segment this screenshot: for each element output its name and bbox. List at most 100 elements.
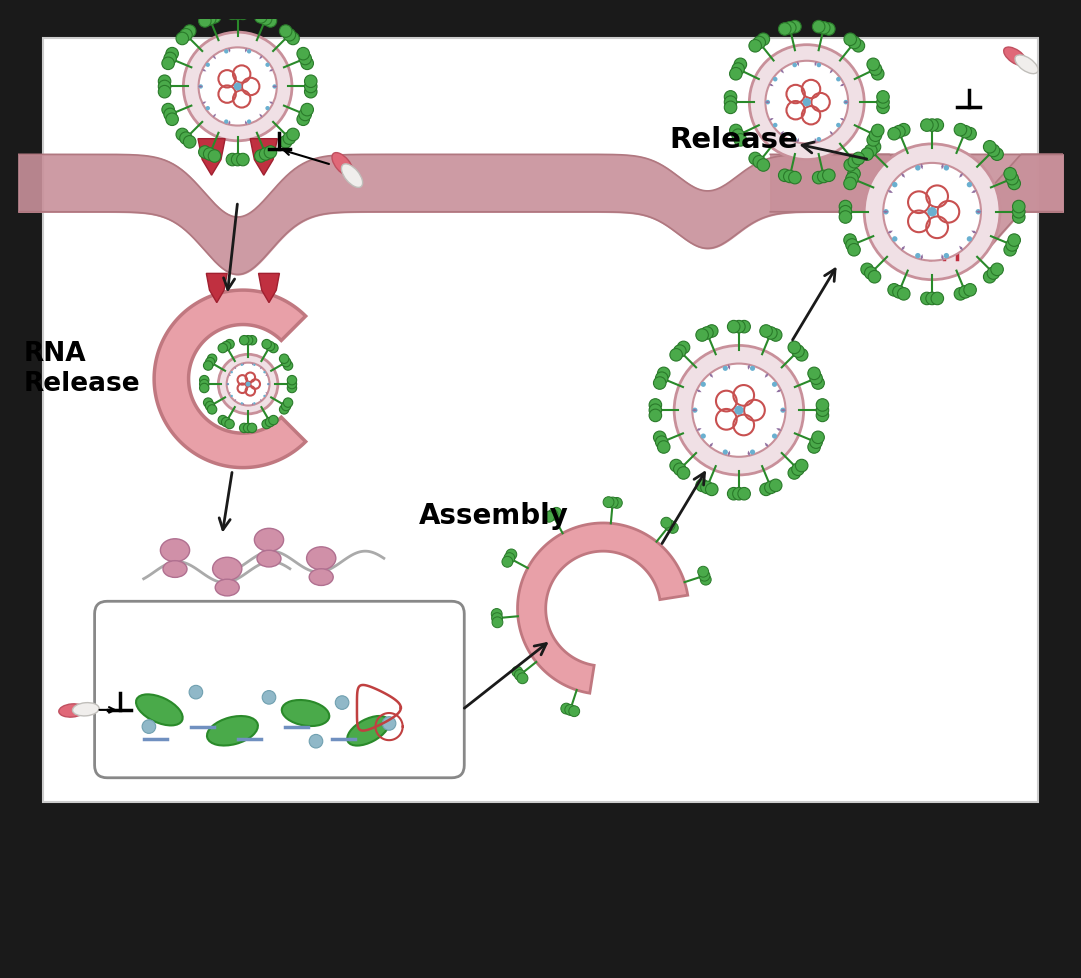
Circle shape: [203, 362, 213, 371]
Circle shape: [248, 336, 256, 345]
Circle shape: [796, 460, 808, 472]
Circle shape: [218, 344, 227, 353]
Circle shape: [224, 120, 228, 124]
Circle shape: [984, 142, 996, 154]
Circle shape: [696, 479, 708, 492]
Circle shape: [892, 237, 897, 243]
Circle shape: [176, 33, 188, 46]
Circle shape: [792, 138, 797, 143]
Polygon shape: [696, 428, 702, 431]
Circle shape: [700, 382, 706, 387]
Circle shape: [179, 29, 192, 42]
Circle shape: [218, 355, 278, 415]
Circle shape: [808, 441, 820, 454]
Polygon shape: [748, 451, 750, 457]
Circle shape: [964, 128, 976, 141]
Circle shape: [246, 50, 251, 55]
Circle shape: [792, 64, 797, 68]
Circle shape: [283, 133, 295, 146]
Circle shape: [724, 97, 737, 110]
Circle shape: [852, 40, 865, 53]
Circle shape: [241, 364, 243, 367]
Circle shape: [916, 253, 921, 259]
Circle shape: [791, 464, 804, 476]
Circle shape: [547, 510, 558, 520]
Polygon shape: [764, 374, 769, 378]
Circle shape: [569, 706, 579, 717]
Circle shape: [673, 464, 686, 476]
Circle shape: [757, 159, 770, 172]
Circle shape: [823, 23, 836, 36]
Circle shape: [297, 48, 309, 61]
Circle shape: [162, 58, 174, 70]
Circle shape: [816, 64, 822, 68]
Circle shape: [925, 292, 938, 305]
Circle shape: [158, 86, 171, 99]
Ellipse shape: [213, 557, 242, 581]
Ellipse shape: [160, 539, 189, 562]
Circle shape: [222, 342, 231, 351]
Circle shape: [670, 349, 682, 362]
Polygon shape: [269, 103, 273, 105]
Circle shape: [816, 405, 829, 417]
Polygon shape: [748, 365, 750, 371]
Circle shape: [184, 25, 196, 38]
Circle shape: [200, 377, 209, 385]
Polygon shape: [245, 49, 246, 54]
Circle shape: [164, 110, 176, 121]
Polygon shape: [250, 140, 278, 176]
Circle shape: [226, 155, 239, 166]
Polygon shape: [814, 63, 816, 67]
Circle shape: [259, 149, 272, 161]
Ellipse shape: [309, 569, 333, 586]
Circle shape: [561, 703, 572, 714]
Circle shape: [269, 344, 278, 353]
Circle shape: [162, 105, 174, 116]
Circle shape: [868, 142, 881, 154]
Circle shape: [778, 170, 791, 182]
Circle shape: [158, 81, 171, 94]
Circle shape: [1007, 178, 1020, 191]
Circle shape: [749, 40, 761, 53]
Circle shape: [864, 145, 1000, 281]
Circle shape: [696, 330, 708, 342]
Circle shape: [184, 137, 196, 149]
Circle shape: [205, 358, 215, 368]
Circle shape: [288, 384, 296, 393]
Circle shape: [810, 436, 823, 449]
Circle shape: [944, 253, 949, 259]
Circle shape: [335, 696, 349, 710]
Circle shape: [732, 130, 745, 143]
Circle shape: [675, 346, 803, 475]
Circle shape: [991, 149, 1003, 161]
Circle shape: [286, 129, 299, 142]
Circle shape: [984, 271, 996, 284]
Polygon shape: [902, 246, 905, 251]
Polygon shape: [213, 114, 216, 118]
Circle shape: [227, 363, 269, 406]
Polygon shape: [261, 400, 262, 402]
Circle shape: [264, 395, 266, 398]
Circle shape: [778, 23, 791, 36]
Polygon shape: [272, 86, 278, 88]
Circle shape: [286, 33, 299, 46]
Circle shape: [649, 410, 662, 422]
Circle shape: [732, 64, 745, 76]
Circle shape: [738, 321, 750, 333]
Circle shape: [955, 124, 966, 137]
Circle shape: [728, 321, 740, 333]
Ellipse shape: [342, 164, 362, 188]
Polygon shape: [882, 211, 889, 214]
Circle shape: [265, 64, 269, 67]
Circle shape: [502, 556, 512, 567]
Circle shape: [692, 364, 786, 458]
Circle shape: [770, 330, 782, 342]
Circle shape: [492, 617, 503, 628]
Circle shape: [813, 172, 825, 185]
Circle shape: [839, 201, 852, 213]
Circle shape: [253, 403, 255, 405]
Text: Assembly: Assembly: [418, 501, 569, 529]
Circle shape: [810, 373, 823, 385]
Circle shape: [654, 431, 666, 444]
Circle shape: [254, 151, 267, 163]
